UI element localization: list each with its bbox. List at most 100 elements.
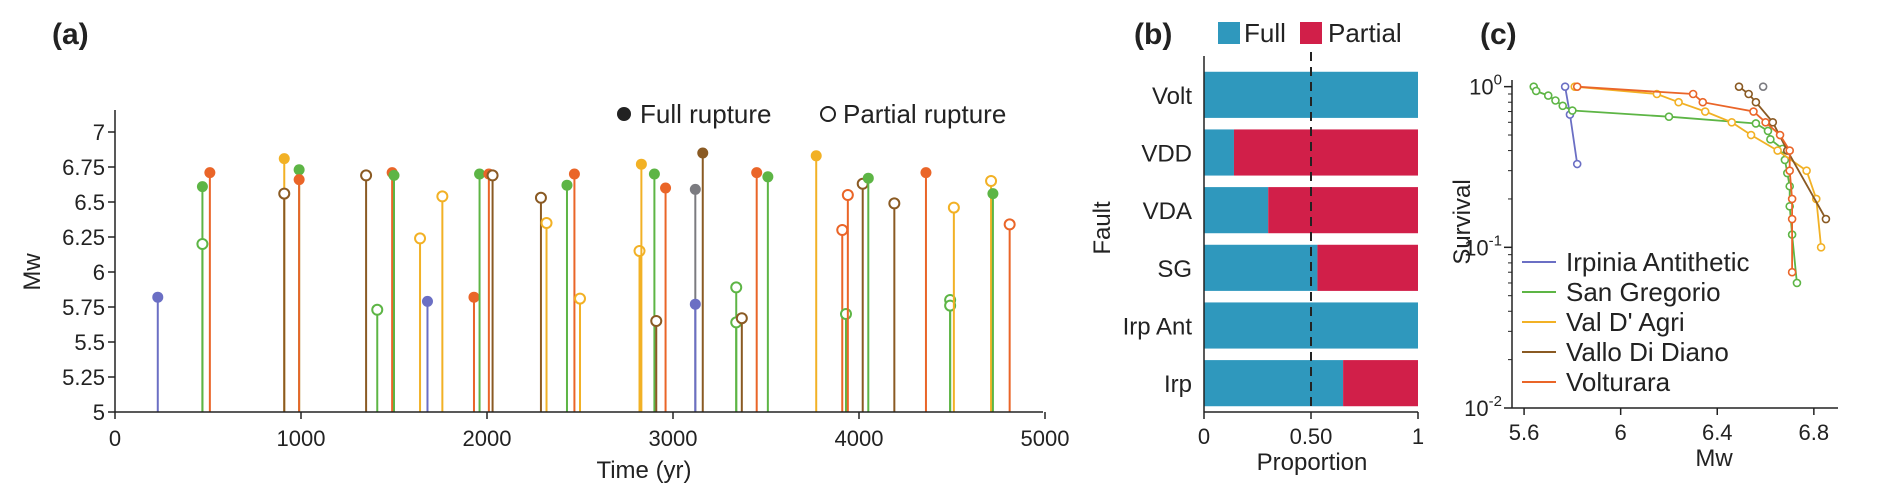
- survival-point: [1763, 126, 1773, 136]
- event-marker-full: [204, 167, 216, 179]
- category-label: VDA: [1143, 198, 1192, 225]
- panel-b-x-axis-label: Proportion: [1257, 449, 1368, 476]
- event-marker-full: [293, 164, 305, 176]
- survival-point: [1787, 194, 1797, 204]
- event-marker-full: [568, 168, 580, 180]
- panel-b-legend: Full Partial: [1218, 18, 1402, 48]
- x-tick-label: 3000: [649, 426, 698, 451]
- y-tick-label: 5.5: [74, 330, 105, 355]
- y-tick-label: 5: [93, 400, 105, 425]
- panel-a-legend: Full rupture Partial rupture: [617, 99, 1006, 129]
- event-marker-partial: [841, 189, 854, 201]
- survival-line: [1577, 85, 1793, 273]
- legend-label: Val D' Agri: [1566, 307, 1685, 337]
- survival-line: [1564, 86, 1579, 165]
- bar-partial: [1343, 360, 1418, 407]
- survival-point: [1787, 214, 1797, 224]
- x-tick-label: 5.6: [1509, 420, 1540, 445]
- y-tick-label: 10-1: [1464, 232, 1502, 260]
- legend-partial-text: Partial: [1328, 18, 1402, 48]
- panel-c-chart: 5.6 6 6.4 6.8 10-2 10-1 100 Irpinia Antithetic…: [1449, 72, 1838, 472]
- survival-point: [1698, 97, 1708, 107]
- event-marker-partial: [947, 201, 960, 214]
- panel-b-y-axis-label: Fault: [1089, 201, 1116, 255]
- survival-point: [1761, 117, 1770, 127]
- event-marker-full: [468, 291, 480, 303]
- x-tick-label: 6.4: [1702, 420, 1733, 445]
- survival-point: [1785, 181, 1795, 191]
- legend-label: San Gregorio: [1566, 277, 1721, 307]
- event-marker-full: [278, 153, 290, 165]
- survival-point: [1751, 119, 1761, 128]
- survival-point: [1568, 106, 1577, 115]
- event-marker-full: [751, 167, 763, 179]
- survival-point: [1727, 117, 1737, 127]
- survival-point: [1572, 159, 1582, 169]
- bar-partial: [1233, 129, 1418, 176]
- event-marker-full: [561, 179, 573, 191]
- event-marker-partial: [735, 312, 748, 325]
- x-tick-label: 1000: [277, 426, 326, 451]
- event-marker-full: [152, 291, 164, 303]
- event-marker-full: [388, 169, 400, 181]
- legend-label: Irpinia Antithetic: [1566, 247, 1750, 277]
- event-marker-full: [920, 167, 932, 179]
- y-tick-label: 10-2: [1464, 393, 1502, 421]
- y-tick-label: 5.25: [62, 365, 105, 390]
- category-label: SG: [1157, 256, 1192, 283]
- panel-c-label: (c): [1480, 18, 1517, 51]
- event-marker-partial: [633, 245, 646, 257]
- x-tick-label: 2000: [463, 426, 512, 451]
- survival-point: [1751, 97, 1761, 107]
- survival-point: [1768, 117, 1778, 127]
- bar-full: [1204, 71, 1418, 118]
- panel-c-y-axis-label: Survival: [1449, 179, 1476, 264]
- y-tick-label: 100: [1469, 72, 1502, 100]
- panel-a-x-axis-label: Time (yr): [596, 457, 691, 484]
- event-marker-full: [862, 172, 874, 184]
- event-marker-full: [293, 174, 305, 186]
- survival-point: [1787, 267, 1797, 277]
- event-marker-partial: [836, 224, 849, 236]
- bar-partial: [1268, 187, 1418, 234]
- survival-point: [1543, 91, 1553, 100]
- panel-a-axes: 0 1000 2000 3000 4000 5000 5 5.25 5.5 5.75 6 6.25 6.…: [62, 110, 1069, 451]
- legend-full-swatch: [1218, 22, 1240, 44]
- y-tick-label: 6.5: [74, 190, 105, 215]
- y-tick-label: 6.75: [62, 155, 105, 180]
- legend-label: Vallo Di Diano: [1566, 337, 1729, 367]
- survival-point: [1749, 107, 1758, 116]
- event-marker-partial: [540, 217, 553, 229]
- event-marker-partial: [574, 292, 586, 305]
- legend-label: Volturara: [1566, 367, 1671, 397]
- event-marker-full: [474, 168, 486, 180]
- event-marker-partial: [1003, 218, 1016, 231]
- event-marker-full: [635, 158, 647, 170]
- x-tick-label: 1: [1412, 424, 1424, 449]
- bar-full: [1204, 187, 1269, 234]
- survival-point: [1572, 82, 1582, 91]
- event-marker-partial: [730, 281, 743, 294]
- panel-b-label: (b): [1134, 18, 1172, 51]
- event-marker-partial: [486, 169, 499, 182]
- legend-partial-swatch: [1300, 22, 1322, 44]
- bar-full: [1204, 244, 1318, 291]
- panel-b-chart: Full Partial Volt VDD VDA SG Irp Ant Irp 0 0.5…: [1089, 18, 1424, 476]
- event-marker-full: [810, 150, 822, 162]
- survival-point: [1821, 214, 1831, 224]
- survival-point: [1688, 89, 1698, 99]
- legend-full-label: Full rupture: [640, 99, 772, 129]
- stem-series: [152, 147, 1016, 412]
- category-label: Volt: [1152, 83, 1192, 110]
- survival-point: [1785, 166, 1795, 175]
- event-marker-full: [762, 171, 774, 183]
- category-label: Irp Ant: [1123, 314, 1193, 341]
- event-marker-partial: [985, 175, 998, 187]
- survival-point: [1664, 112, 1674, 122]
- event-marker-partial: [371, 303, 384, 316]
- survival-point: [1758, 82, 1768, 91]
- survival-point: [1773, 146, 1782, 155]
- panel-b-axes: 0 0.50 1: [1198, 52, 1424, 449]
- legend-partial-label: Partial rupture: [843, 99, 1006, 129]
- category-label: VDD: [1141, 141, 1192, 168]
